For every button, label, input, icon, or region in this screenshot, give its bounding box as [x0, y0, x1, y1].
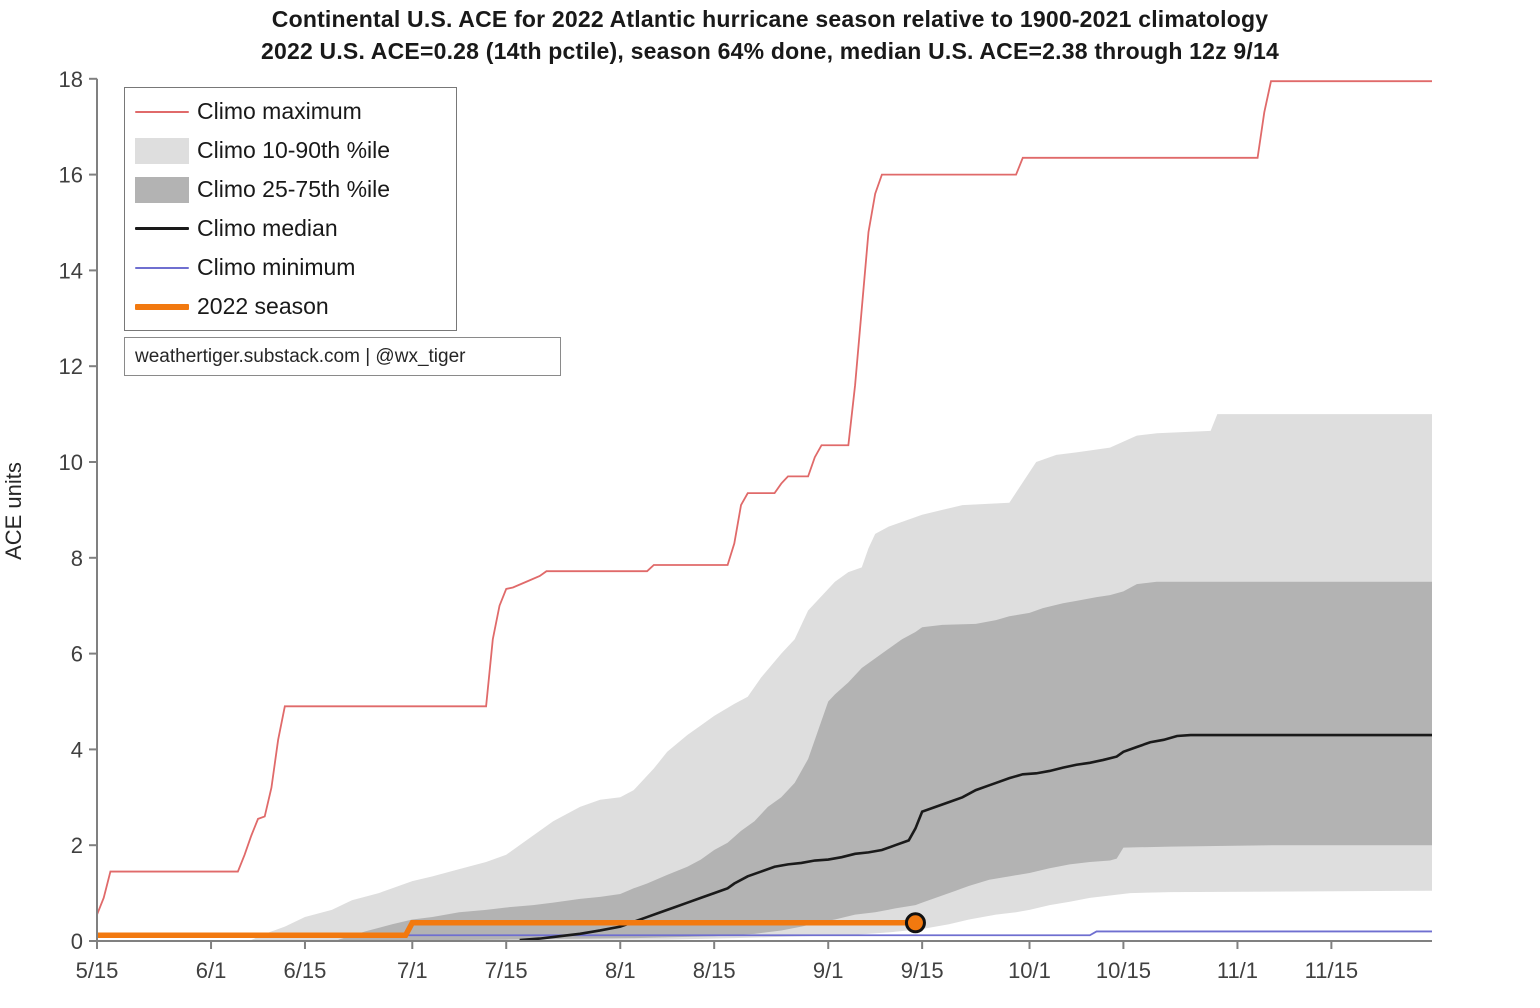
swatch-mark [135, 137, 189, 164]
legend-line-swatch [135, 266, 189, 269]
legend-patch-swatch [135, 137, 189, 164]
legend-item-climo-minimum: Climo minimum [135, 250, 456, 286]
watermark-credit: weathertiger.substack.com | @wx_tiger [124, 337, 561, 376]
x-tick-label: 9/1 [813, 958, 844, 983]
x-tick-label: 7/15 [485, 958, 528, 983]
chart-title: Continental U.S. ACE for 2022 Atlantic h… [271, 6, 1269, 32]
legend-item-climo-10-90th-ile: Climo 10-90th %ile [135, 133, 456, 169]
legend-line-swatch [135, 110, 189, 113]
y-tick-label: 0 [71, 929, 83, 954]
watermark-text: weathertiger.substack.com | @wx_tiger [135, 345, 466, 367]
legend-item-2022-season: 2022 season [135, 289, 456, 325]
line-climo-maximum [96, 80, 1432, 915]
legend-item-label: 2022 season [197, 293, 329, 319]
x-tick-label: 8/15 [693, 958, 736, 983]
line-2022-season [97, 920, 916, 939]
y-tick-label: 18 [59, 67, 83, 92]
swatch-mark [135, 110, 189, 113]
legend-patch-swatch [135, 176, 189, 203]
swatch-mark [135, 303, 189, 310]
legend-item-climo-maximum: Climo maximum [135, 94, 456, 130]
swatch-mark [135, 266, 189, 269]
legend-item-climo-median: Climo median [135, 211, 456, 247]
x-tick-label: 6/15 [284, 958, 327, 983]
x-tick-label: 5/15 [76, 958, 119, 983]
y-tick-label: 4 [71, 737, 83, 762]
x-tick-label: 7/1 [397, 958, 428, 983]
swatch-mark [135, 176, 189, 203]
swatch-mark [135, 227, 189, 230]
legend-item-label: Climo maximum [197, 98, 362, 124]
legend-item-label: Climo median [197, 215, 338, 241]
x-tick-label: 11/1 [1217, 958, 1258, 983]
y-tick-label: 12 [59, 354, 83, 379]
line-climo-median [519, 733, 1432, 942]
x-tick-label: 10/1 [1008, 958, 1051, 983]
x-tick-label: 8/1 [605, 958, 636, 983]
y-tick-label: 10 [59, 450, 83, 475]
band-climo-25-75th-ile [338, 581, 1432, 941]
x-tick-label: 11/15 [1305, 958, 1358, 983]
legend-item-label: Climo 10-90th %ile [197, 137, 391, 163]
legend-item-label: Climo 25-75th %ile [197, 176, 391, 202]
current-value-marker [904, 912, 926, 934]
y-tick-label: 2 [71, 833, 83, 858]
line-climo-minimum [97, 930, 1432, 937]
x-tick-label: 6/1 [196, 958, 227, 983]
legend-line-swatch [135, 227, 189, 230]
chart-subtitle: 2022 U.S. ACE=0.28 (14th pctile), season… [260, 38, 1280, 64]
y-tick-label: 14 [59, 258, 83, 283]
y-tick-label: 16 [59, 163, 83, 188]
x-tick-label: 10/15 [1096, 958, 1151, 983]
legend-item-climo-25-75th-ile: Climo 25-75th %ile [135, 172, 456, 208]
legend-line-swatch [135, 303, 189, 310]
y-tick-label: 8 [71, 546, 83, 571]
x-tick-label: 9/15 [901, 958, 944, 983]
y-tick-label: 6 [71, 642, 83, 667]
legend-item-label: Climo minimum [197, 254, 356, 280]
legend: Climo maximum Climo 10-90th %ile Climo 25-… [124, 87, 457, 331]
